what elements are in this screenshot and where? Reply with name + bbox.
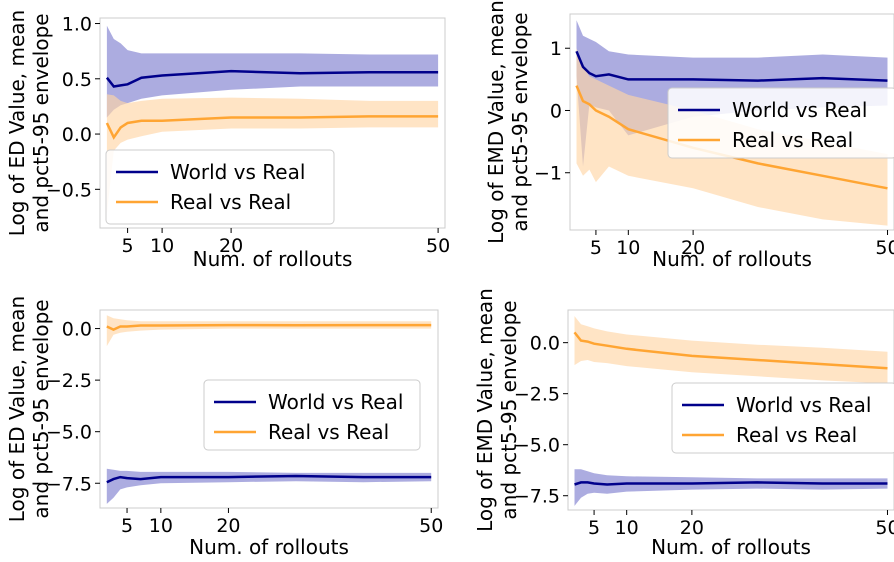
y-tick-label: −5.0 [46, 422, 92, 444]
legend-box [667, 87, 894, 159]
legend-box [105, 149, 335, 225]
x-tick-label: 50 [426, 235, 450, 257]
legend-label: Real vs Real [170, 190, 291, 214]
series-line [575, 50, 888, 82]
y-tick-label: −5.0 [514, 435, 560, 457]
series-line [575, 85, 888, 190]
x-tick-label: 50 [875, 517, 894, 539]
x-axis-label: Num. of rollouts [193, 247, 353, 271]
y-tick-label: −7.5 [46, 473, 92, 495]
legend-box [203, 379, 421, 451]
y-axis-label: and pct5-95 envelope [497, 300, 521, 519]
y-tick-label: −2.5 [46, 370, 92, 392]
series-line [106, 323, 432, 331]
chart-3: 0.0 −2.5 −5.0 −7.5 5 10 20 50 Num. of rollouts Lo… [5, 296, 443, 559]
y-axis-label: Log of EMD Value, mean [473, 288, 497, 532]
series-line [105, 115, 439, 140]
series-line [105, 69, 439, 88]
x-tick-label: 50 [875, 237, 894, 259]
y-axis-label: Log of ED Value, mean [5, 296, 29, 522]
y-tick-label: −7.5 [514, 486, 560, 508]
x-tick-label: 20 [680, 517, 704, 539]
x-tick-label: 50 [419, 515, 443, 537]
y-axis-label: and pct5-95 envelope [29, 13, 53, 232]
y-tick-label: 0.5 [62, 69, 92, 91]
y-tick-label: −0.5 [46, 179, 92, 201]
x-tick-label: 20 [681, 237, 705, 259]
plot-frame [567, 309, 894, 511]
legend: World vs Real Real vs Real [105, 149, 335, 225]
envelope-band [574, 469, 888, 506]
y-tick-label: 0.0 [62, 319, 92, 341]
legend-label: Real vs Real [736, 423, 857, 447]
envelope-band [106, 94, 439, 214]
chart-4: 0.0 −2.5 −5.0 −7.5 5 10 20 50 Num. of rollouts Lo… [473, 288, 894, 559]
y-axis-label: and pct5-95 envelope [508, 12, 532, 231]
x-tick-label: 5 [121, 515, 133, 537]
x-tick-label: 10 [615, 517, 639, 539]
x-axis-label: Num. of rollouts [652, 247, 812, 271]
y-tick-label: 0.0 [530, 333, 560, 355]
y-tick-label: 0.0 [62, 124, 92, 146]
x-tick-label: 20 [216, 515, 240, 537]
legend-label: World vs Real [268, 390, 403, 414]
legend-box [671, 382, 894, 454]
y-axis-label: Log of ED Value, mean [5, 10, 29, 236]
envelope-band [106, 315, 432, 347]
x-axis-label: Num. of rollouts [651, 535, 811, 559]
legend: World vs Real Real vs Real [671, 382, 894, 454]
plot-frame [99, 309, 439, 509]
y-tick-label: 0 [550, 100, 562, 122]
y-tick-label: 1 [550, 38, 562, 60]
x-tick-label: 20 [219, 235, 243, 257]
legend-label: Real vs Real [268, 420, 389, 444]
x-tick-label: 5 [588, 517, 600, 539]
y-axis-label: Log of EMD Value, mean [484, 0, 508, 244]
x-tick-label: 10 [150, 235, 174, 257]
plot-frame [569, 13, 894, 231]
x-tick-label: 10 [149, 515, 173, 537]
legend-label: World vs Real [736, 393, 871, 417]
series-line [106, 474, 432, 484]
legend-label: World vs Real [170, 160, 305, 184]
envelope-band [106, 468, 432, 504]
plot-frame [99, 17, 446, 229]
x-tick-label: 5 [590, 237, 602, 259]
legend: World vs Real Real vs Real [203, 379, 421, 451]
legend-label: Real vs Real [732, 128, 853, 152]
envelope-band [574, 316, 888, 384]
legend-label: World vs Real [732, 98, 867, 122]
x-tick-label: 5 [122, 235, 134, 257]
series-line [573, 331, 888, 370]
y-tick-label: −2.5 [514, 384, 560, 406]
series-line [574, 481, 888, 486]
y-tick-label: 1.0 [62, 14, 92, 36]
y-tick-label: −1 [534, 163, 562, 185]
x-tick-label: 10 [616, 237, 640, 259]
x-axis-label: Num. of rollouts [189, 535, 349, 559]
chart-1: 1.0 0.5 0.0 −0.5 5 10 20 50 Num. of rollouts Log … [5, 10, 450, 271]
legend: World vs Real Real vs Real [667, 87, 894, 159]
y-axis-label: and pct5-95 envelope [29, 299, 53, 518]
